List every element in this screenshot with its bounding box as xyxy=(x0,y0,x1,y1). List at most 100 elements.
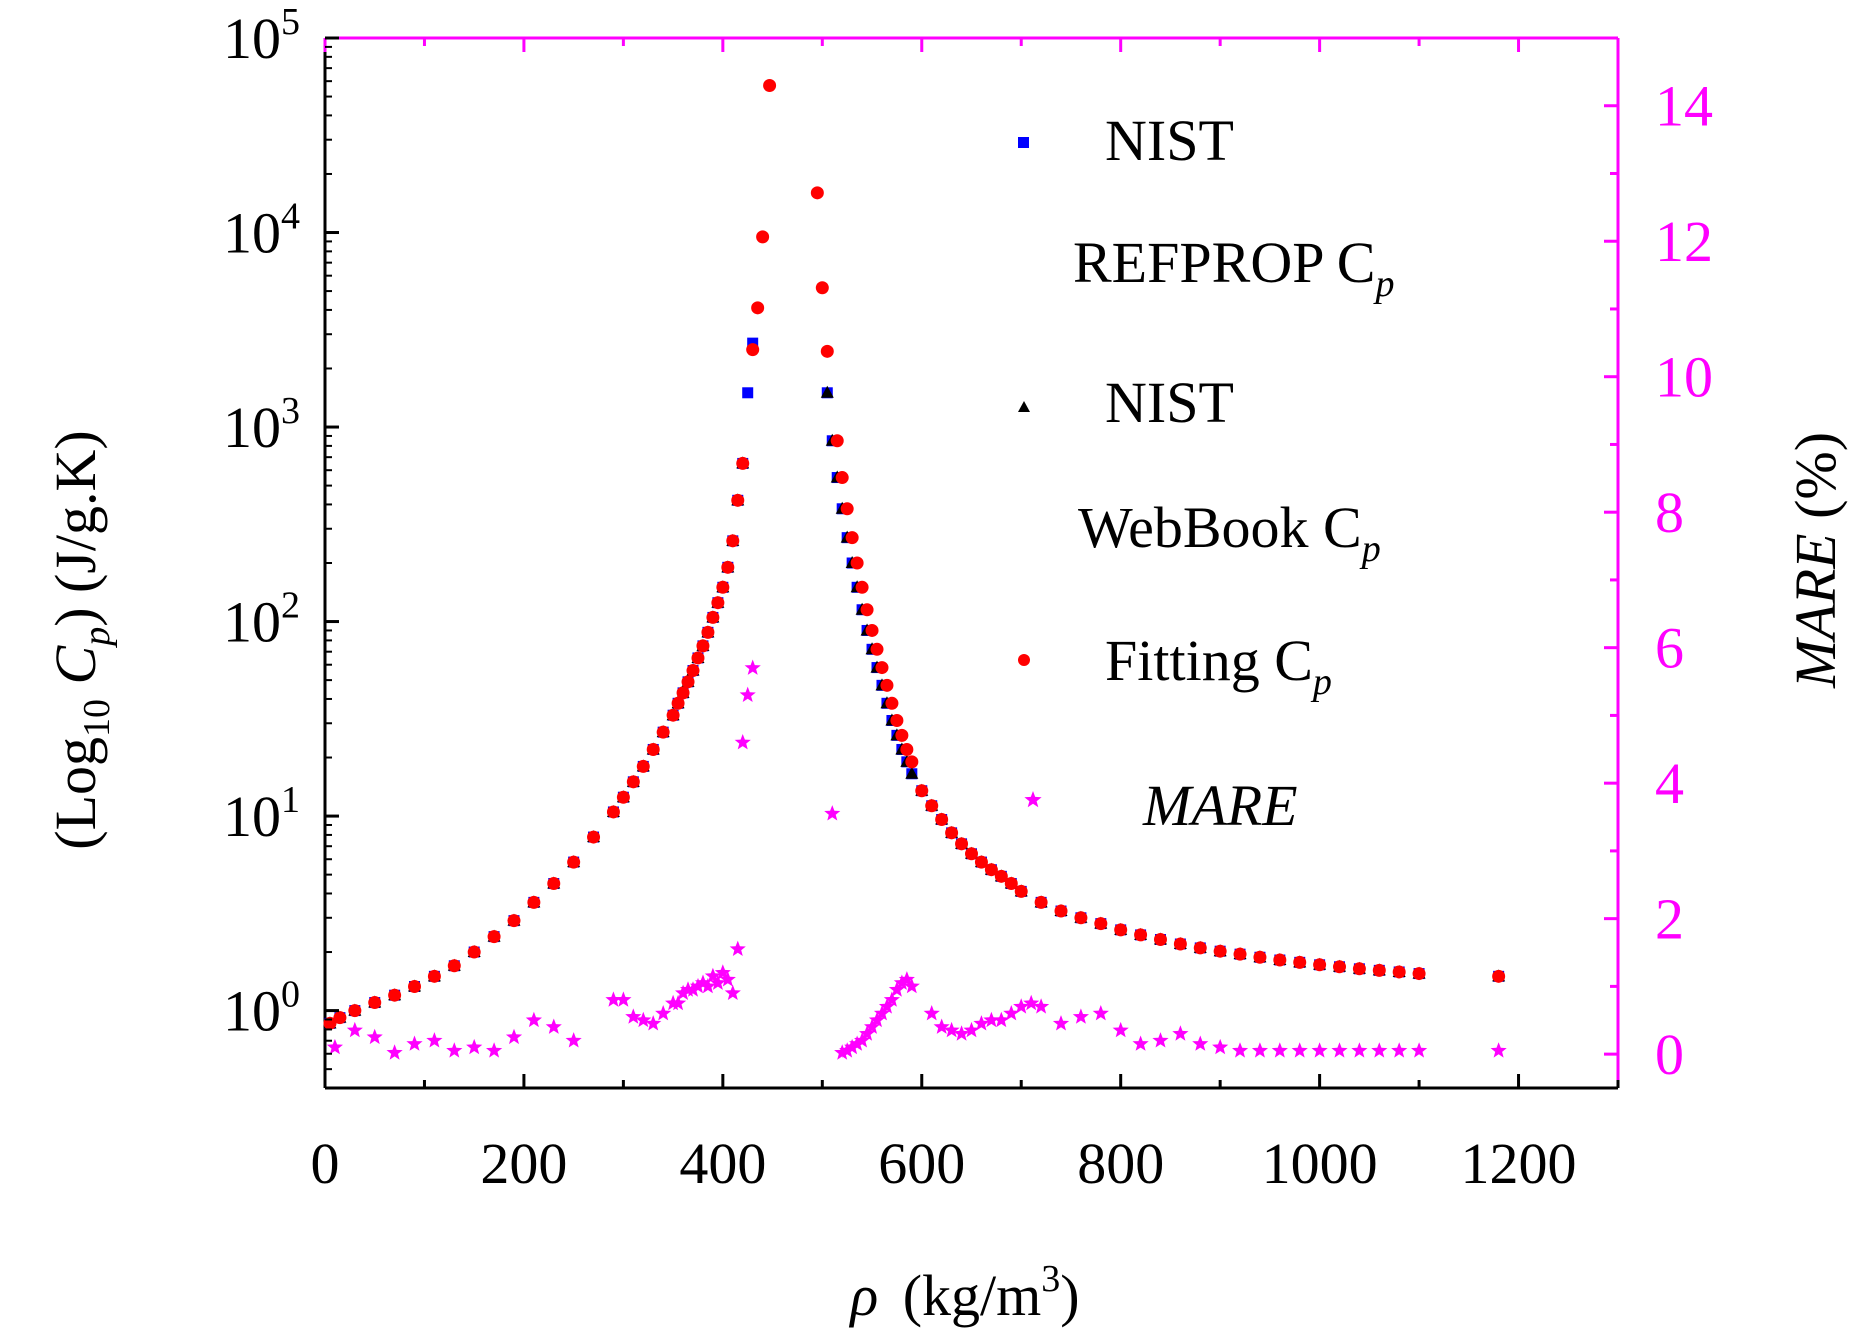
y-axis-right: 0 2 4 6 8 10 12 14 xyxy=(1604,74,1713,1087)
y-left-tick-base: 10 xyxy=(223,6,281,71)
series-circle xyxy=(323,78,1506,1030)
y-left-label-c: C xyxy=(43,644,108,699)
data-point-mare xyxy=(486,1042,503,1058)
y-left-tick-exp: 5 xyxy=(281,1,300,43)
data-point-mare xyxy=(655,1005,672,1021)
data-point-mare xyxy=(625,1008,642,1024)
y-left-tick-label: 100 xyxy=(223,974,300,1044)
data-point-mare xyxy=(873,1005,891,1021)
data-point-fitting xyxy=(467,945,481,959)
data-point-mare xyxy=(699,977,716,994)
data-point-fitting xyxy=(840,502,854,516)
legend-webbook-sub: p xyxy=(1359,528,1381,570)
data-point-fitting xyxy=(1034,895,1048,909)
data-point-fitting xyxy=(447,959,461,973)
data-point-fitting xyxy=(895,728,909,742)
data-point-mare xyxy=(1023,994,1040,1011)
data-point-mare xyxy=(973,1015,990,1031)
legend-entry-refprop: NIST REFPROP Cp xyxy=(1018,108,1395,305)
data-point-mare xyxy=(893,974,910,990)
x-tick-label: 600 xyxy=(878,1131,965,1196)
y-left-tick-base: 10 xyxy=(223,395,281,460)
data-point-mare xyxy=(933,1018,950,1034)
y-left-tick-label: 104 xyxy=(223,196,300,266)
y-right-label-rest: (%) xyxy=(1783,432,1848,533)
data-point-mare xyxy=(923,1005,940,1021)
data-point-mare xyxy=(1271,1042,1288,1058)
legend-fitting-text: Fitting Cp xyxy=(1105,628,1332,703)
legend-entry-fitting: Fitting Cp xyxy=(1018,628,1332,703)
data-point-fitting xyxy=(870,642,884,656)
data-point-fitting xyxy=(527,895,541,909)
data-point-fitting xyxy=(1173,937,1187,951)
data-point-mare xyxy=(689,977,707,994)
data-point-fitting xyxy=(736,456,750,470)
data-point-mare xyxy=(854,1032,871,1048)
data-point-fitting xyxy=(587,830,601,844)
data-point-mare xyxy=(670,994,687,1011)
data-point-fitting xyxy=(686,664,700,678)
data-point-fitting xyxy=(1492,969,1506,983)
data-point-mare xyxy=(724,984,741,1000)
legend-refprop-sub: p xyxy=(1373,263,1395,305)
data-point-fitting xyxy=(691,651,705,665)
data-point-mare xyxy=(386,1044,403,1060)
data-point-mare xyxy=(525,1011,542,1028)
data-point-mare xyxy=(694,974,711,990)
data-point-fitting xyxy=(965,847,978,861)
legend-marker-star xyxy=(1024,791,1042,808)
y-left-tick-label: 103 xyxy=(223,390,300,460)
data-point-mare xyxy=(1052,1015,1070,1031)
data-point-fitting xyxy=(1233,947,1247,961)
data-point-mare xyxy=(406,1035,423,1051)
data-point-fitting xyxy=(955,837,969,851)
data-point-mare xyxy=(605,991,622,1007)
data-point-fitting xyxy=(855,580,869,594)
y-right-tick-label: 6 xyxy=(1655,616,1684,681)
y-left-tick-label: 105 xyxy=(223,1,300,71)
data-point-fitting xyxy=(1412,967,1426,981)
data-point-fitting xyxy=(875,661,889,675)
data-point-fitting xyxy=(671,696,685,710)
data-point-fitting xyxy=(616,790,630,804)
data-point-fitting xyxy=(763,78,777,92)
data-point-fitting xyxy=(1213,944,1227,958)
data-point-fitting xyxy=(1153,932,1167,946)
data-point-fitting xyxy=(388,988,402,1002)
data-point-mare xyxy=(993,1011,1010,1028)
legend-refprop-line2-text: REFPROP C xyxy=(1073,230,1376,295)
data-point-fitting xyxy=(885,696,899,710)
y-left-tick-base: 10 xyxy=(223,979,281,1044)
data-point-fitting xyxy=(925,799,939,813)
data-point-mare xyxy=(839,1042,856,1058)
data-point-webbook xyxy=(820,385,834,398)
y-left-label-sub: 10 xyxy=(76,699,118,737)
data-point-refprop xyxy=(747,337,759,349)
data-point-mare xyxy=(1251,1042,1268,1058)
data-point-fitting xyxy=(721,560,735,574)
y-right-tick-label: 10 xyxy=(1655,345,1713,410)
series-triangle xyxy=(323,385,1506,1029)
data-point-mare xyxy=(729,940,746,956)
data-point-mare xyxy=(864,1018,881,1034)
data-point-mare xyxy=(466,1038,483,1055)
data-point-fitting xyxy=(646,742,660,756)
data-point-mare xyxy=(645,1015,662,1031)
data-point-mare xyxy=(1351,1042,1368,1058)
data-point-mare xyxy=(868,1011,886,1028)
data-point-fitting xyxy=(1054,904,1068,918)
data-point-mare xyxy=(1072,1008,1089,1024)
x-tick-label: 1200 xyxy=(1461,1131,1577,1196)
data-point-fitting xyxy=(746,343,760,357)
data-point-fitting xyxy=(890,713,904,727)
x-tick-label: 800 xyxy=(1077,1131,1164,1196)
legend-refprop-line2: REFPROP Cp xyxy=(1073,230,1395,305)
data-point-mare xyxy=(346,1021,363,1038)
data-point-fitting xyxy=(1094,917,1108,931)
legend-webbook-line1: NIST xyxy=(1105,370,1234,435)
data-point-mare xyxy=(1152,1032,1169,1048)
y-right-axis-label: MARE (%) xyxy=(1783,432,1848,689)
y-right-tick-label: 12 xyxy=(1655,209,1713,274)
data-point-fitting xyxy=(731,493,745,507)
data-point-mare xyxy=(1391,1042,1408,1058)
